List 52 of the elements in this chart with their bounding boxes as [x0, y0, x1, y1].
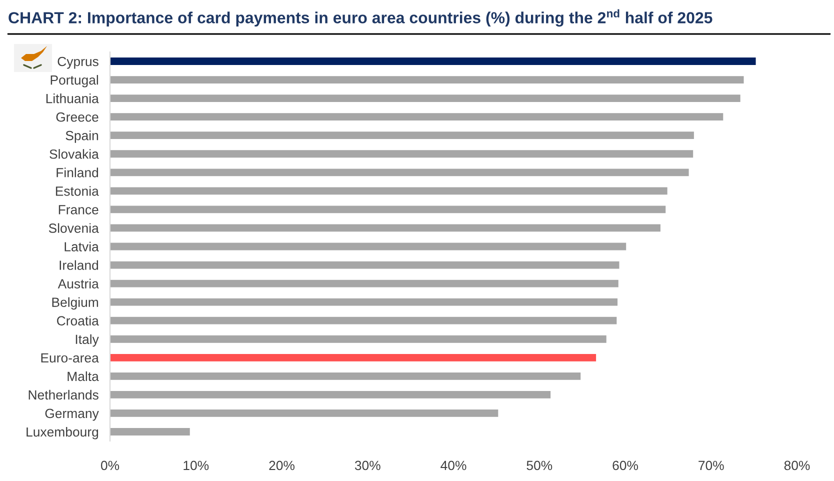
y-tick-label: Slovenia: [48, 223, 99, 233]
y-tick-label: Portugal: [50, 75, 98, 88]
bar: [110, 261, 620, 269]
bar: [110, 372, 581, 380]
x-tick-label: 70%: [698, 460, 724, 470]
bar: [110, 132, 694, 140]
bar: [110, 390, 551, 398]
y-tick-label: Latvia: [64, 242, 99, 252]
x-tick-label: 20%: [269, 460, 294, 470]
bar: [110, 316, 617, 324]
x-tick-label: 0%: [100, 460, 120, 470]
y-tick-label: France: [58, 205, 98, 214]
bar: [110, 298, 618, 306]
y-tick-label: Austria: [58, 278, 99, 288]
y-tick-label: Cyprus: [58, 56, 98, 69]
x-tick-label: 50%: [526, 460, 552, 470]
bar: [110, 113, 724, 121]
bar: [110, 428, 190, 436]
bar: [110, 150, 694, 158]
bar: [110, 187, 668, 195]
chart-title: CHART 2: Importance of card payments in euro area countries (%) during the 2$^{nd}$ half of 2025: [8, 9, 712, 27]
x-tick-label: 10%: [184, 460, 209, 470]
y-tick-label: Slovakia: [50, 149, 99, 159]
y-tick-label: Finland: [56, 168, 98, 178]
y-tick-label: Malta: [68, 371, 99, 382]
y-tick-label: Euro-area: [41, 353, 99, 363]
y-tick-label: Germany: [45, 408, 99, 421]
bar: [110, 168, 689, 176]
bar: [110, 354, 596, 362]
bar: [110, 280, 618, 288]
y-tick-label: Lithuania: [46, 94, 99, 104]
y-tick-label: Netherlands: [28, 390, 98, 400]
x-tick-label: 80%: [784, 460, 810, 470]
bar: [110, 410, 498, 417]
bar: [110, 224, 660, 232]
y-tick-label: Ireland: [60, 260, 98, 270]
y-tick-label: Spain: [66, 130, 98, 143]
y-tick-label: Estonia: [56, 186, 99, 196]
y-tick-label: Italy: [76, 334, 99, 347]
bar: [110, 206, 666, 214]
x-tick-label: 30%: [354, 460, 380, 470]
y-tick-label: Luxembourg: [26, 426, 98, 440]
bar: [110, 242, 626, 250]
x-tick-label: 40%: [440, 460, 466, 470]
bar: [110, 76, 744, 84]
bar: [110, 58, 756, 65]
bar: [110, 94, 740, 102]
bar: [110, 335, 606, 343]
y-tick-label: Belgium: [52, 297, 98, 310]
y-tick-label: Croatia: [57, 316, 99, 326]
x-tick-label: 60%: [612, 460, 638, 470]
y-tick-label: Greece: [56, 112, 98, 122]
